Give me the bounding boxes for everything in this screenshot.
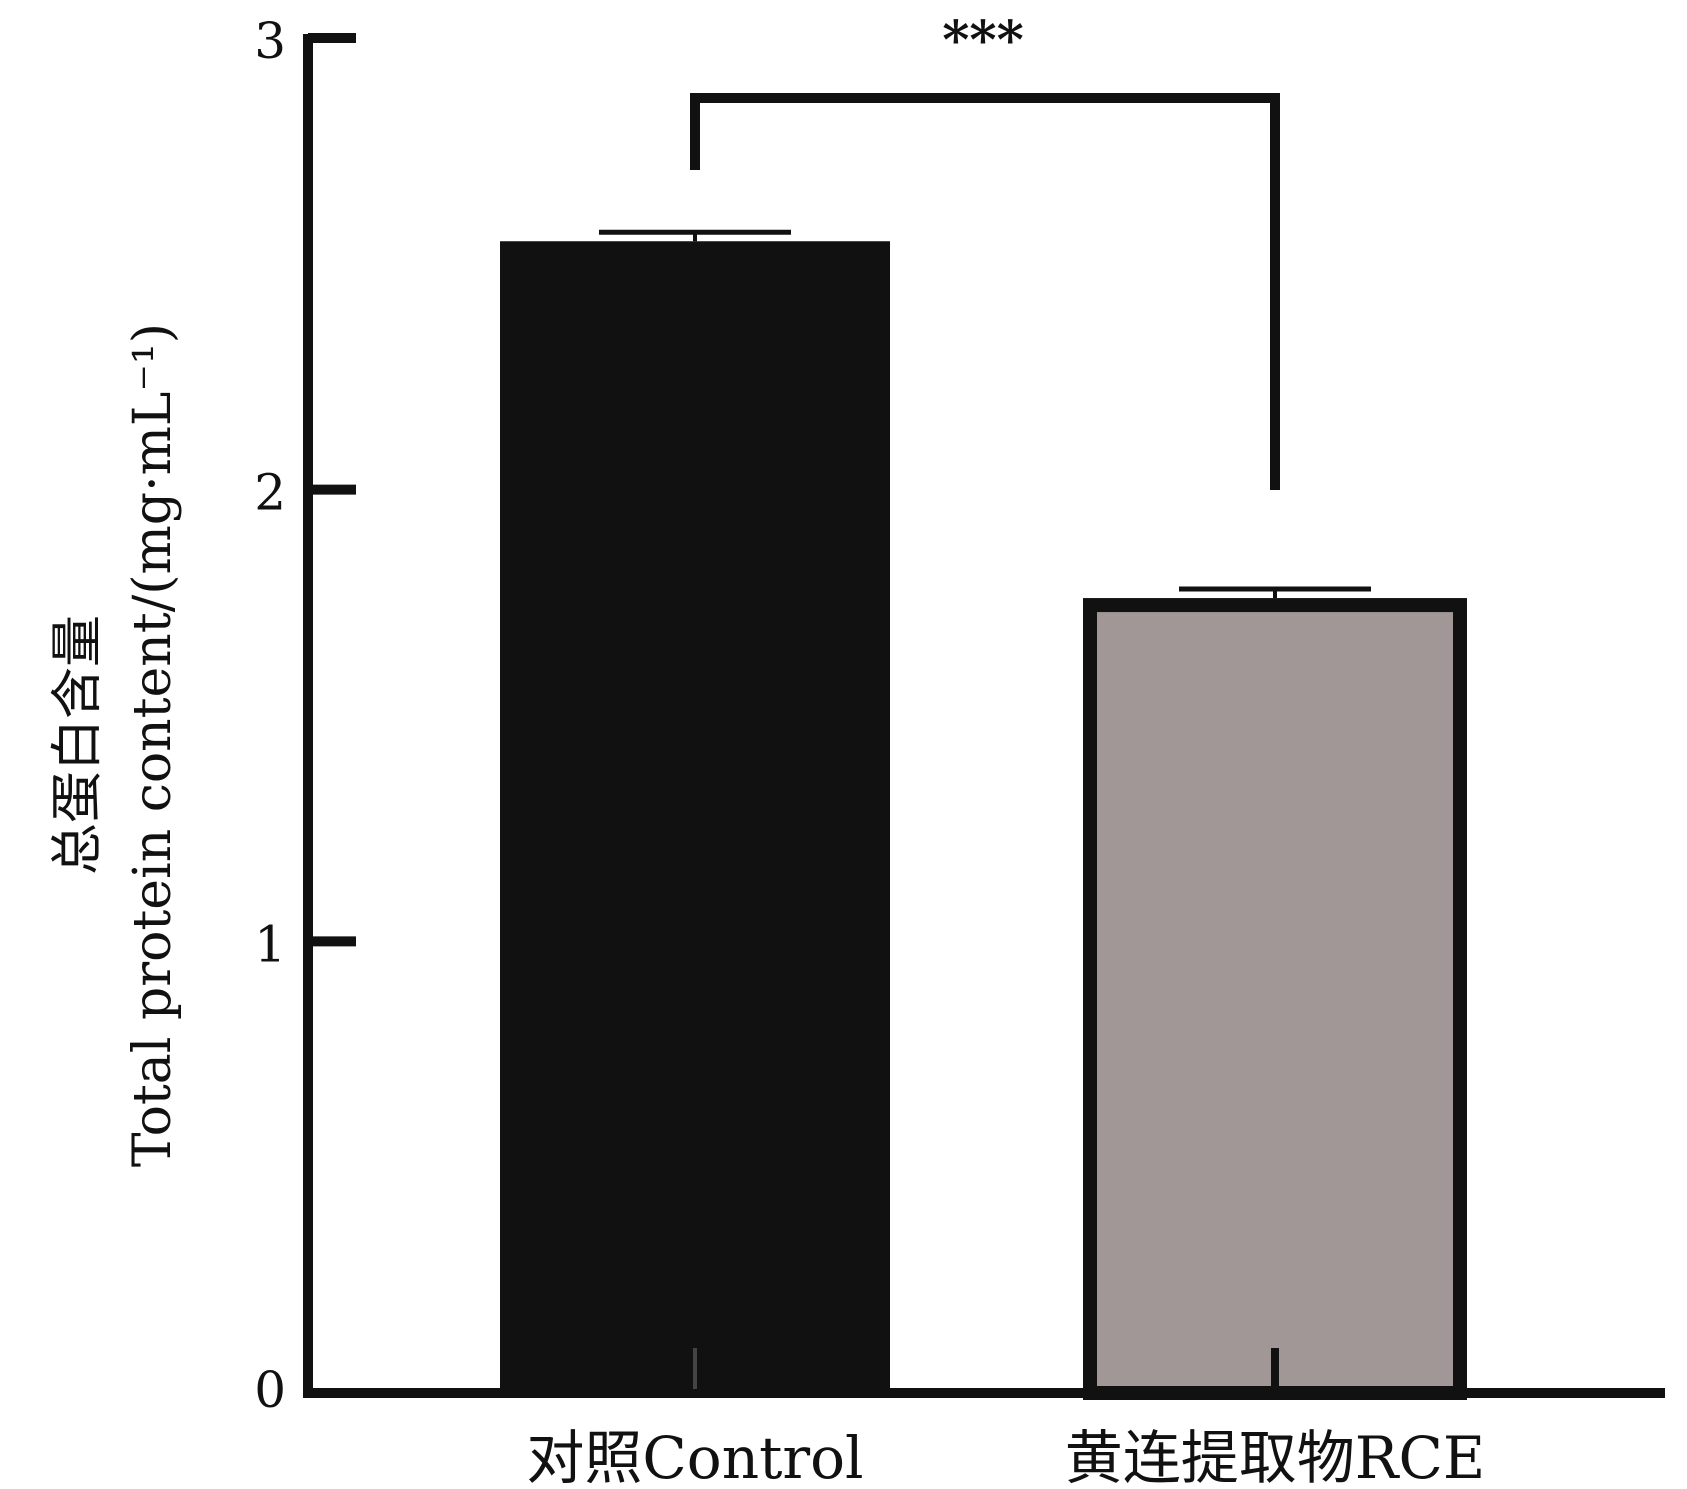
- significance-bracket-line: [690, 93, 1280, 490]
- y-tick-label: 2: [254, 464, 286, 522]
- y-axis-title: 总蛋白含量 Total protein content/(mg·mL⁻¹): [48, 323, 183, 1167]
- y-axis-title-chinese: 总蛋白含量: [48, 615, 108, 875]
- significance-bracket: ***: [690, 10, 1280, 490]
- bar-control: [500, 241, 890, 1393]
- error-bar: [599, 229, 791, 1389]
- bar-rce: [1083, 598, 1467, 1400]
- category-label-rce: 黄连提取物RCE: [1065, 1424, 1485, 1489]
- y-axis-title-english: Total protein content/(mg·mL⁻¹): [123, 323, 183, 1167]
- y-ticks: 0 1 2 3: [254, 12, 356, 1419]
- y-tick-label: 3: [254, 12, 286, 70]
- significance-label: ***: [942, 10, 1024, 71]
- category-label-control: 对照Control: [526, 1424, 863, 1489]
- category-labels: 对照Control 黄连提取物RCE: [526, 1424, 1485, 1489]
- error-bar: [1179, 586, 1371, 1389]
- y-tick-label: 1: [254, 915, 286, 973]
- error-bars: [599, 229, 1371, 1389]
- bars: [500, 241, 1467, 1400]
- y-tick-label: 0: [254, 1361, 286, 1419]
